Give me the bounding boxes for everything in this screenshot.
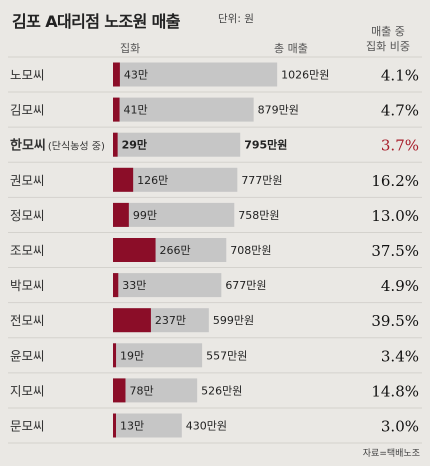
gift-value-label: 43만 (124, 69, 148, 82)
category-label: 권모씨 (10, 173, 45, 188)
chart-title: 김포 A대리점 노조원 매출 (12, 12, 181, 31)
header-share-line2: 집화 비중 (366, 40, 410, 53)
category-label: 문모씨 (10, 419, 45, 434)
header-gift: 집화 (120, 42, 141, 55)
gift-value-label: 41만 (124, 104, 148, 117)
total-sales-bar (113, 167, 238, 192)
category-label: 조모씨 (10, 243, 45, 258)
share-value-label: 39.5% (371, 312, 419, 330)
category-label: 윤모씨 (10, 348, 45, 363)
gift-value-label: 126만 (137, 174, 168, 187)
total-sales-bar (113, 62, 278, 87)
share-value-label: 13.0% (371, 207, 419, 225)
category-label: 지모씨 (10, 383, 45, 398)
share-value-label: 4.9% (381, 277, 419, 295)
share-value-label: 16.2% (371, 172, 419, 190)
share-value-label: 37.5% (371, 242, 419, 260)
total-sales-bar (113, 343, 203, 368)
total-sales-bar (113, 132, 241, 157)
header-share-line1: 매출 중 (371, 25, 405, 38)
gift-value-label: 237만 (155, 314, 186, 327)
category-label: 한모씨 (단식농성 중) (10, 138, 105, 154)
category-label: 노모씨 (10, 68, 45, 83)
gift-bar (113, 238, 156, 262)
total-value-label: 758만원 (238, 209, 279, 222)
total-value-label: 557만원 (206, 349, 247, 362)
total-sales-bar (113, 273, 222, 298)
source-note: 자료=택배노조 (362, 449, 420, 459)
gift-value-label: 29만 (122, 138, 147, 152)
total-value-label: 599만원 (213, 314, 254, 327)
share-value-label: 3.7% (381, 137, 419, 155)
share-value-label: 4.7% (381, 102, 419, 120)
total-value-label: 795만원 (244, 138, 287, 152)
gift-bar (113, 413, 116, 438)
total-value-label: 526만원 (201, 384, 242, 397)
gift-bar (113, 132, 118, 157)
total-value-label: 430만원 (186, 420, 227, 433)
total-value-label: 879만원 (258, 104, 299, 117)
gift-value-label: 19만 (120, 349, 144, 362)
category-label: 정모씨 (10, 208, 45, 223)
total-sales-bar (113, 97, 254, 122)
gift-bar (113, 343, 117, 368)
total-value-label: 777만원 (241, 174, 282, 187)
total-value-label: 677만원 (225, 279, 266, 292)
gift-value-label: 13만 (120, 420, 144, 433)
share-value-label: 3.4% (381, 347, 419, 365)
category-label: 김모씨 (10, 103, 45, 118)
gift-value-label: 99만 (133, 209, 157, 222)
gift-bar (113, 62, 120, 87)
gift-value-label: 33만 (122, 279, 146, 292)
category-label: 전모씨 (10, 313, 45, 328)
header-total-sales: 총 매출 (274, 42, 308, 55)
total-sales-bar (113, 413, 182, 438)
gift-bar (113, 378, 126, 403)
total-sales-bar (113, 202, 235, 227)
gift-bar (113, 202, 129, 227)
gift-bar (113, 97, 120, 122)
total-sales-bar (113, 378, 198, 403)
share-value-label: 3.0% (381, 418, 419, 436)
gift-value-label: 78만 (129, 384, 153, 397)
unit-label: 단위: 원 (218, 13, 254, 25)
total-value-label: 1026만원 (281, 69, 329, 82)
share-value-label: 4.1% (381, 67, 419, 85)
category-note: (단식농성 중) (48, 141, 105, 153)
gift-bar (113, 308, 151, 333)
share-value-label: 14.8% (371, 382, 419, 400)
header-share: 매출 중 집화 비중 (356, 24, 420, 54)
gift-value-label: 266만 (160, 244, 191, 257)
gift-bar (113, 273, 119, 298)
total-value-label: 708만원 (230, 244, 271, 257)
gift-bar (113, 167, 134, 192)
category-label: 박모씨 (10, 278, 45, 293)
